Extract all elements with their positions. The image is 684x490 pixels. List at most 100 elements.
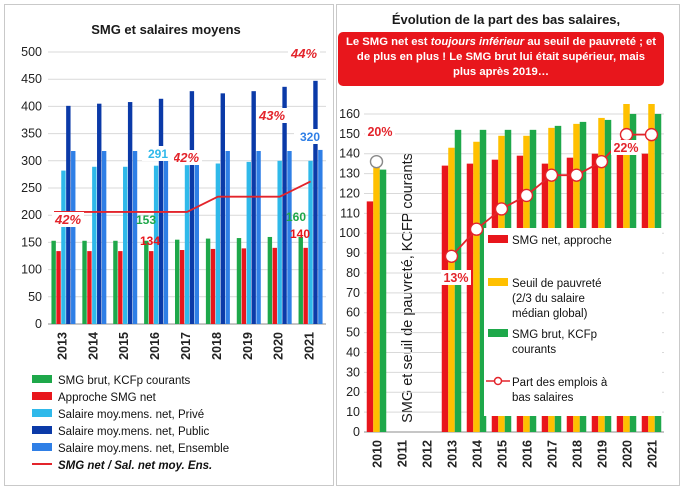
left-y-tick-label: 450	[21, 72, 42, 86]
right-data-label-percent: 22%	[613, 141, 638, 155]
left-bar-approche-smg-net-2019	[241, 248, 247, 324]
left-bar-smg-brut-kcfp-courants-2016	[144, 240, 149, 324]
right-bar-seuil-de-pauvrete-2-3-du-salaire-median-global-2013	[448, 147, 455, 432]
right-line-point	[369, 154, 384, 169]
right-legend-swatch-smg-net-approche	[488, 235, 508, 243]
right-y-tick-label: 80	[346, 266, 360, 280]
right-data-label-bg	[441, 270, 471, 285]
left-y-tick-label: 150	[21, 235, 42, 249]
left-y-tick-label: 200	[21, 208, 42, 222]
left-bar-approche-smg-net-2016	[149, 251, 154, 324]
left-bar-smg-brut-kcfp-courants-2020	[267, 236, 273, 324]
left-x-tick-label: 2016	[148, 332, 162, 360]
left-line-ratio-smg-net	[54, 180, 311, 213]
right-y-tick-label: 90	[346, 246, 360, 260]
left-bar-salaire-moy-mens-net-prive-2019	[246, 161, 251, 324]
left-x-tick-label: 2021	[303, 332, 317, 360]
right-bar-smg-brut-kcfp-courants-2014	[479, 129, 487, 433]
right-y-tick-label: 100	[339, 226, 360, 240]
left-bar-approche-smg-net-2021	[303, 247, 308, 324]
right-y-axis-label: SMG et seuil de pauvreté, KCFP courants	[400, 153, 416, 423]
right-bar-smg-net-approche-2010	[366, 201, 374, 432]
left-x-tick-label: 2020	[272, 332, 286, 360]
left-bar-salaire-moy-mens-net-prive-2014	[92, 166, 97, 324]
left-y-tick-label: 350	[21, 127, 42, 141]
right-bar-smg-brut-kcfp-courants-2010	[379, 169, 387, 432]
right-line-point	[544, 168, 559, 182]
left-x-tick-label: 2013	[55, 332, 69, 360]
left-data-label-bg	[256, 108, 288, 123]
left-bar-salaire-moy-mens-net-ensemble-2020	[287, 151, 292, 324]
left-x-tick-label: 2015	[117, 332, 131, 360]
left-data-label-smg-net-sal-net-moy-ens: 44%	[290, 46, 317, 61]
right-y-tick-label: 110	[340, 206, 360, 220]
left-bar-salaire-moy-mens-net-prive-2016	[153, 165, 159, 324]
right-line-point	[444, 249, 459, 263]
right-x-tick-label: 2010	[371, 440, 385, 468]
left-bar-salaire-moy-mens-net-ensemble-2013	[71, 151, 76, 324]
right-bar-seuil-de-pauvrete-2-3-du-salaire-median-global-2010	[373, 167, 380, 432]
left-bar-smg-brut-kcfp-courants-2013	[51, 240, 56, 324]
left-data-label-smg-brut-kcfp-courants: 160	[286, 210, 306, 224]
right-legend-marker	[493, 376, 503, 386]
left-bar-salaire-moy-mens-net-ensemble-2014	[101, 151, 107, 324]
left-bar-salaire-moy-mens-net-prive-2015	[123, 166, 128, 324]
right-bar-seuil-de-pauvrete-2-3-du-salaire-median-global-2014	[473, 141, 480, 432]
right-legend-label: Part des emplois à bas salaires	[512, 377, 608, 404]
right-y-tick-label: 140	[339, 147, 360, 161]
left-x-tick-label: 2014	[86, 332, 100, 360]
left-bar-approche-smg-net-2017	[179, 250, 185, 324]
left-bar-salaire-moy-mens-net-ensemble-2018	[225, 151, 230, 324]
left-y-tick-label: 400	[21, 99, 42, 113]
right-y-tick-label: 30	[346, 365, 360, 379]
callout-text-emphasis: toujours inférieur	[430, 36, 525, 48]
left-bar-smg-brut-kcfp-courants-2017	[175, 239, 180, 324]
left-bar-salaire-moy-mens-net-ensemble-2016	[163, 149, 169, 324]
left-bar-smg-brut-kcfp-courants-2019	[236, 238, 242, 324]
left-bar-approche-smg-net-2015	[118, 251, 123, 324]
left-bar-salaire-moy-mens-net-ensemble-2021	[318, 149, 323, 324]
right-y-tick-label: 0	[353, 425, 360, 439]
left-bar-salaire-moy-mens-net-public-2021	[313, 80, 318, 324]
left-bar-salaire-moy-mens-net-public-2020	[282, 86, 287, 324]
right-x-tick-label: 2018	[571, 440, 585, 468]
left-data-label-bg	[294, 129, 326, 144]
right-line-point	[494, 202, 509, 216]
left-bar-salaire-moy-mens-net-ensemble-2015	[132, 151, 138, 324]
left-legend-label: Salaire moy.mens. net, Public	[58, 426, 210, 438]
left-bar-salaire-moy-mens-net-prive-2017	[184, 165, 190, 324]
right-x-tick-label: 2013	[446, 440, 460, 468]
left-legend-label: SMG net / Sal. net moy. Ens.	[58, 460, 212, 472]
right-x-tick-label: 2020	[621, 440, 635, 468]
left-y-tick-label: 0	[35, 317, 42, 331]
left-legend-label: Salaire moy.mens. net, Ensemble	[58, 443, 229, 455]
left-data-label-bg	[52, 212, 84, 227]
left-bar-smg-brut-kcfp-courants-2015	[113, 240, 118, 324]
right-x-tick-label: 2021	[646, 440, 660, 468]
left-y-tick-label: 500	[21, 45, 42, 59]
right-x-tick-label: 2017	[546, 440, 560, 468]
left-data-label-approche-smg-net: 134	[140, 234, 160, 248]
right-data-label-percent: 20%	[367, 125, 392, 139]
right-bar-smg-net-approche-2014	[466, 163, 474, 433]
left-data-label-smg-net-sal-net-moy-ens: 42%	[54, 212, 81, 227]
left-bar-salaire-moy-mens-net-public-2015	[127, 102, 133, 324]
right-y-tick-label: 60	[346, 306, 360, 320]
left-bar-salaire-moy-mens-net-ensemble-2019	[256, 151, 261, 324]
right-legend-label: SMG net, approche	[512, 235, 612, 247]
left-legend-swatch-smg-brut-kcfp-courants	[32, 375, 52, 383]
left-bar-smg-brut-kcfp-courants-2021	[298, 236, 303, 324]
callout-text-2: au seuil de pauvreté ; et de plus en plu…	[356, 36, 657, 78]
left-data-label-salaire-moy-mens-net-prive: 291	[148, 147, 168, 161]
left-data-label-bg	[142, 146, 174, 161]
left-bar-smg-brut-kcfp-courants-2018	[205, 238, 211, 324]
left-chart-title: SMG et salaires moyens	[91, 22, 241, 37]
left-bar-salaire-moy-mens-net-prive-2018	[215, 163, 221, 324]
right-y-tick-label: 120	[339, 186, 360, 200]
right-y-tick-label: 150	[339, 127, 360, 141]
right-data-label-bg	[365, 124, 395, 139]
left-data-label-salaire-moy-mens-net-ensemble: 320	[300, 130, 320, 144]
left-bar-salaire-moy-mens-net-public-2019	[251, 91, 256, 324]
left-bar-salaire-moy-mens-net-prive-2013	[61, 170, 66, 324]
